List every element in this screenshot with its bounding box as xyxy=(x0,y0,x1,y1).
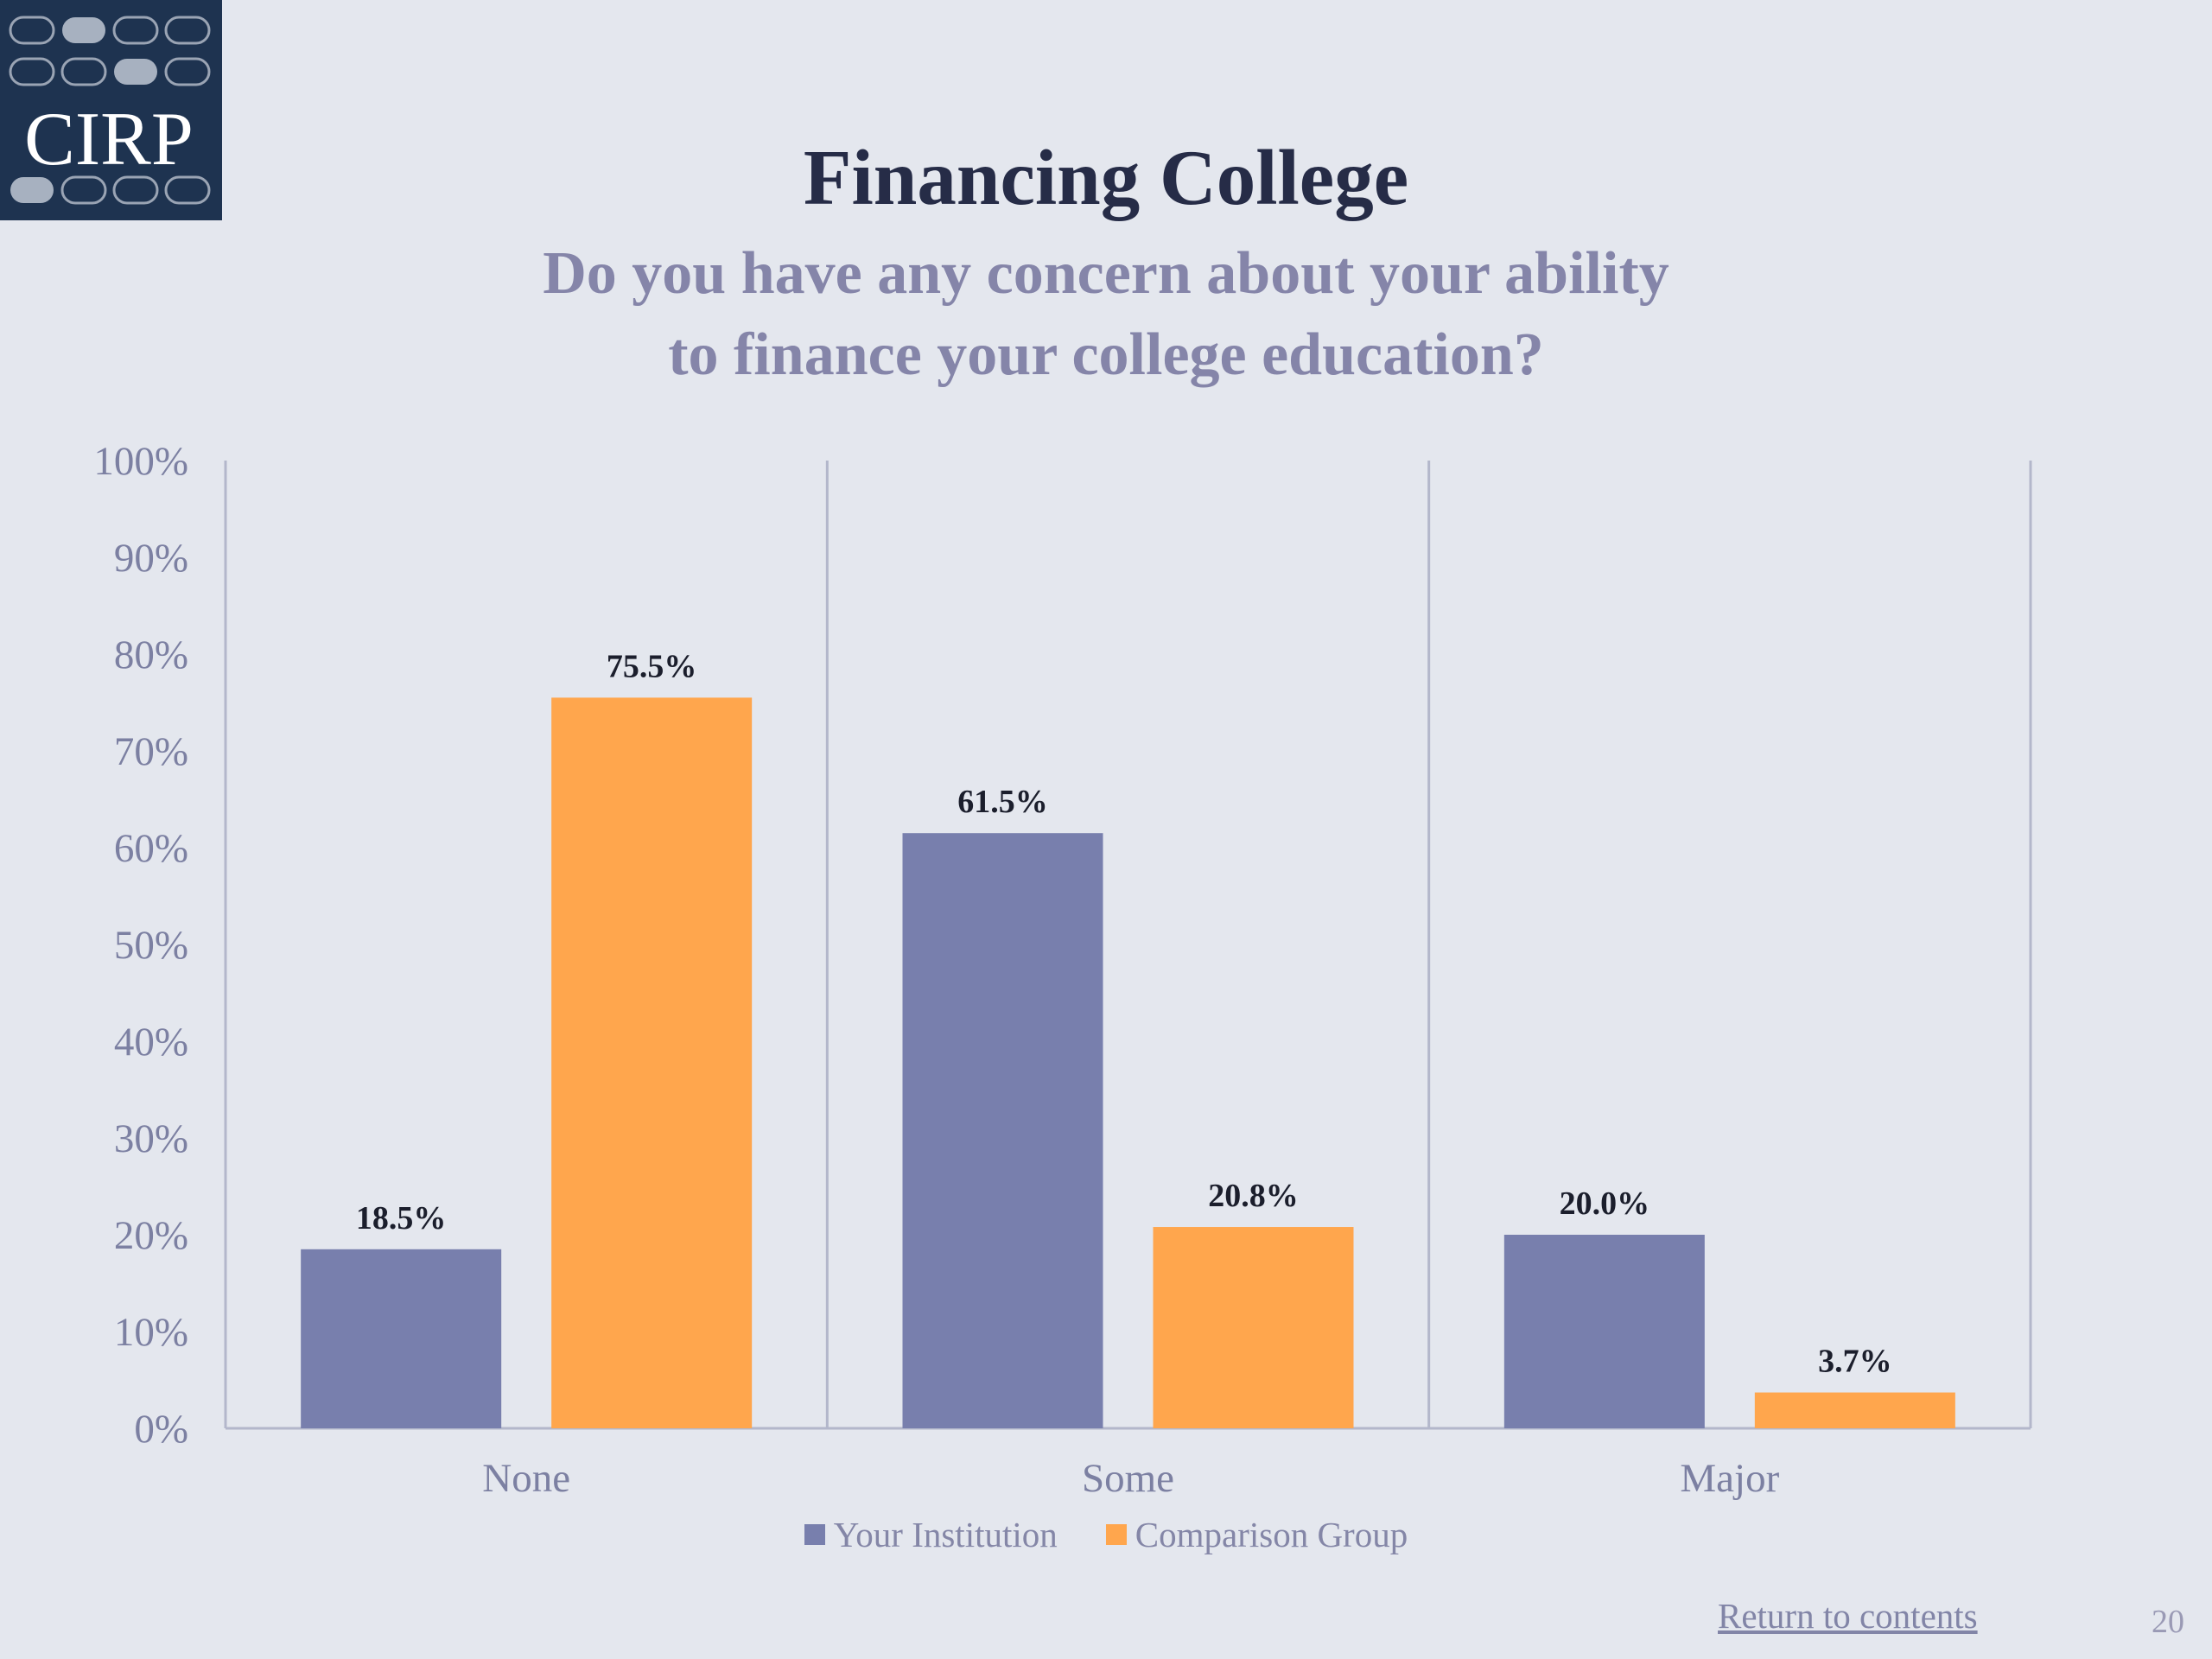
bar-comparison-group xyxy=(1754,1392,1955,1428)
cirp-logo: CIRP xyxy=(0,0,222,220)
y-tick-label: 60% xyxy=(114,826,188,871)
data-label: 61.5% xyxy=(957,784,1048,820)
bar-comparison-group xyxy=(1153,1227,1354,1428)
bar-comparison-group xyxy=(551,697,753,1428)
y-tick-label: 50% xyxy=(114,923,188,968)
y-tick-label: 80% xyxy=(114,632,188,677)
subtitle-line-1: Do you have any concern about your abili… xyxy=(543,240,1669,307)
page-number: 20 xyxy=(2152,1604,2184,1640)
legend-item-your-institution: Your Institution xyxy=(804,1514,1058,1555)
bar-your-institution xyxy=(1503,1235,1705,1428)
y-tick-label: 40% xyxy=(114,1020,188,1065)
y-tick-label: 30% xyxy=(114,1116,188,1161)
legend-swatch-your-institution xyxy=(804,1524,825,1545)
y-tick-label: 90% xyxy=(114,536,188,581)
y-tick-label: 10% xyxy=(114,1310,188,1355)
slide-title: Financing College xyxy=(803,134,1409,221)
svg-text:CIRP: CIRP xyxy=(24,98,194,181)
x-category-label: Major xyxy=(1680,1456,1779,1501)
return-to-contents-link[interactable]: Return to contents xyxy=(1718,1596,1978,1636)
bar-your-institution xyxy=(902,833,1103,1428)
data-label: 18.5% xyxy=(356,1200,447,1236)
y-tick-label: 100% xyxy=(93,439,188,484)
data-label: 75.5% xyxy=(607,648,697,684)
y-tick-label: 70% xyxy=(114,729,188,774)
x-category-label: None xyxy=(482,1456,570,1501)
chart-legend: Your Institution Comparison Group xyxy=(0,1514,2212,1555)
y-tick-label: 0% xyxy=(134,1407,188,1452)
slide-subtitle: Do you have any concern about your abili… xyxy=(0,233,2212,396)
data-label: 20.8% xyxy=(1208,1178,1299,1214)
y-tick-label: 20% xyxy=(114,1213,188,1258)
data-label: 20.0% xyxy=(1560,1185,1650,1222)
x-category-label: Some xyxy=(1082,1456,1174,1501)
bar-your-institution xyxy=(301,1249,502,1428)
legend-label-your-institution: Your Institution xyxy=(833,1515,1058,1554)
data-label: 3.7% xyxy=(1818,1344,1892,1380)
legend-swatch-comparison-group xyxy=(1105,1524,1127,1545)
subtitle-line-2: to finance your college education? xyxy=(668,321,1544,388)
legend-item-comparison-group: Comparison Group xyxy=(1105,1514,1408,1555)
legend-label-comparison-group: Comparison Group xyxy=(1135,1515,1408,1554)
